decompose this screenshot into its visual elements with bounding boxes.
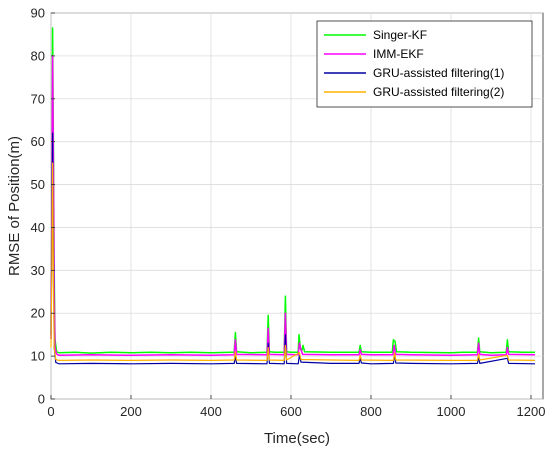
x-tick-label: 800 [360, 404, 382, 419]
y-tick-label: 80 [31, 48, 45, 63]
y-tick-label: 60 [31, 134, 45, 149]
y-tick-label: 40 [31, 220, 45, 235]
series-line-3 [50, 132, 536, 365]
x-tick-label: 1000 [437, 404, 466, 419]
series-line-2 [50, 55, 536, 357]
y-tick-label: 70 [31, 91, 45, 106]
x-tick-label: 600 [280, 404, 302, 419]
series-line-4 [50, 162, 536, 361]
legend-label-2: IMM-EKF [373, 47, 424, 61]
y-tick-label: 20 [31, 306, 45, 321]
y-tick-label: 30 [31, 263, 45, 278]
y-axis-label: RMSE of Position(m) [6, 136, 23, 276]
x-tick-label: 1200 [517, 404, 546, 419]
legend-label-4: GRU-assisted filtering(2) [373, 85, 504, 99]
x-tick-label: 0 [47, 404, 54, 419]
y-tick-label: 90 [31, 6, 45, 21]
y-tick-label: 0 [38, 392, 45, 407]
series-lines [50, 27, 536, 365]
ticks: 0 200 400 600 800 1000 1200 0 10 20 30 40 50 60 70 80 90 [31, 6, 546, 420]
series-line-1 [50, 27, 535, 354]
legend: Singer-KF IMM-EKF GRU-assisted filtering(1… [316, 20, 533, 108]
x-tick-label: 400 [200, 404, 222, 419]
x-axis-label: Time(sec) [264, 430, 330, 447]
y-tick-label: 50 [31, 177, 45, 192]
legend-label-3: GRU-assisted filtering(1) [373, 66, 504, 80]
legend-label-1: Singer-KF [373, 28, 427, 42]
x-tick-label: 200 [120, 404, 142, 419]
y-tick-label: 10 [31, 349, 45, 364]
